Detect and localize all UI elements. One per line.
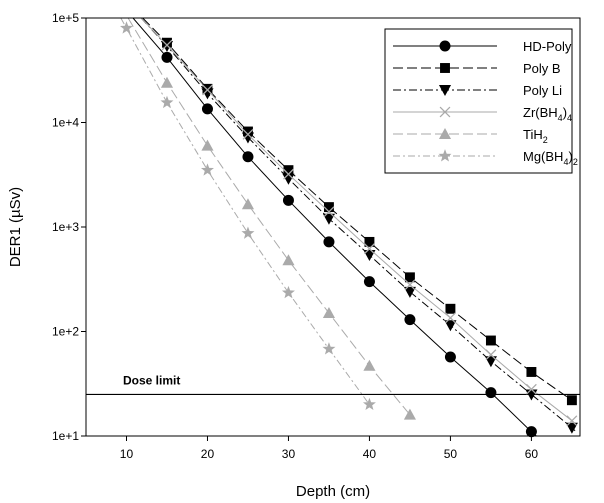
data-point	[363, 250, 376, 262]
data-point	[526, 383, 537, 395]
data-point	[242, 128, 254, 140]
y-axis: 1e+1 1e+2 1e+3 1e+4 1e+5	[52, 11, 86, 443]
data-point	[202, 84, 213, 96]
data-point	[445, 303, 456, 314]
x-tick-label: 20	[201, 447, 215, 461]
data-point	[566, 415, 578, 427]
legend-label: TiH2	[523, 127, 548, 145]
data-point	[485, 335, 496, 346]
data-point	[565, 422, 578, 434]
data-point	[282, 194, 294, 206]
legend-marker	[440, 63, 450, 73]
data-point	[445, 312, 456, 324]
data-point	[485, 349, 497, 361]
data-point	[322, 342, 336, 355]
data-point	[243, 126, 253, 137]
data-point	[160, 95, 174, 109]
data-point	[201, 139, 214, 151]
legend-marker	[439, 106, 451, 118]
x-tick-label: 60	[525, 447, 539, 461]
data-point	[485, 387, 497, 399]
x-tick-label: 50	[444, 447, 458, 461]
data-point	[161, 51, 173, 63]
data-point	[363, 276, 375, 288]
data-point	[404, 314, 416, 326]
data-point	[283, 165, 294, 176]
data-point	[323, 236, 335, 248]
legend-marker	[438, 149, 452, 162]
data-point	[241, 226, 255, 239]
y-tick-label: 1e+1	[52, 429, 79, 443]
data-point	[283, 168, 294, 180]
data-point	[322, 213, 336, 225]
dose-limit-label: Dose limit	[123, 373, 180, 387]
dose-limit-group: Dose limit	[86, 373, 580, 396]
data-point	[281, 285, 295, 299]
data-point	[362, 397, 376, 411]
legend-marker	[439, 40, 451, 52]
data-point	[323, 206, 335, 218]
data-point	[484, 356, 497, 368]
data-point	[160, 41, 174, 53]
data-point	[324, 202, 334, 213]
data-point	[444, 351, 456, 363]
data-point	[161, 39, 173, 51]
y-tick-label: 1e+2	[52, 325, 79, 339]
data-point	[364, 243, 375, 255]
data-point	[322, 307, 336, 319]
x-tick-label: 40	[363, 447, 377, 461]
x-tick-label: 10	[120, 447, 134, 461]
data-point	[525, 426, 537, 438]
legend-label: Poly B	[523, 61, 561, 76]
data-point	[404, 272, 415, 283]
x-axis: 10 20 30 40 50 60	[120, 436, 539, 461]
series-markers	[120, 21, 578, 438]
data-point	[160, 76, 174, 88]
data-point	[526, 367, 537, 377]
data-point	[201, 88, 214, 100]
y-tick-label: 1e+4	[52, 116, 79, 130]
data-point	[403, 408, 416, 420]
data-point	[403, 286, 416, 298]
data-point	[282, 254, 295, 266]
y-axis-label: DER1 (µSv)	[7, 187, 24, 267]
legend-marker	[438, 127, 452, 139]
data-point	[363, 359, 376, 371]
y-tick-label: 1e+5	[52, 11, 79, 25]
data-point	[201, 103, 213, 115]
x-axis-label: Depth (cm)	[296, 483, 370, 500]
series-line-5	[127, 18, 411, 416]
legend-label: Poly Li	[523, 83, 562, 98]
legend-label: HD-Poly	[523, 39, 572, 54]
data-point	[242, 151, 254, 163]
legend-marker	[438, 85, 452, 97]
data-point	[200, 163, 214, 176]
data-point	[241, 132, 255, 144]
data-point	[404, 279, 416, 291]
y-tick-label: 1e+3	[52, 220, 79, 234]
series-line-1	[132, 18, 538, 436]
data-point	[120, 21, 133, 34]
data-point	[444, 320, 457, 332]
data-point	[364, 236, 375, 247]
series-line-6	[120, 18, 370, 405]
data-point	[566, 395, 577, 406]
data-point	[241, 198, 255, 210]
x-tick-label: 30	[282, 447, 296, 461]
legend-box	[384, 28, 573, 174]
